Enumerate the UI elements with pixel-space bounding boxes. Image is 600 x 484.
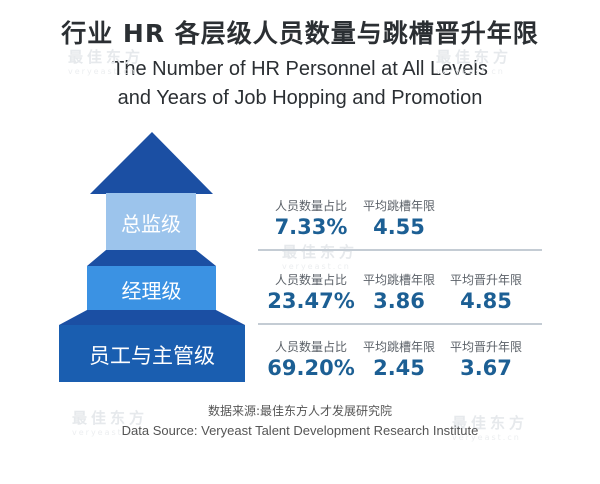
- metric-job-hopping: 平均跳槽年限 2.45: [362, 340, 435, 380]
- watermark-logo: 最佳东方 veryeast.cn: [72, 409, 149, 437]
- watermark-logo: 最佳东方 veryeast.cn: [282, 243, 359, 271]
- row-divider: [258, 323, 542, 325]
- metric-promotion: 平均晋升年限 4.85: [449, 273, 522, 313]
- step-2: [59, 310, 245, 325]
- arrow-head: [90, 132, 213, 194]
- metric-promotion: 平均晋升年限 3.67: [449, 340, 522, 380]
- metric-job-hopping: 平均跳槽年限 4.55: [362, 199, 435, 239]
- level-label-staff: 员工与主管级: [89, 344, 215, 368]
- metric-share: 人员数量占比 69.20%: [267, 340, 355, 380]
- chart-title-en-line2: and Years of Job Hopping and Promotion: [117, 87, 483, 109]
- level-box-bottom: [59, 325, 245, 382]
- metric-share: 人员数量占比 7.33%: [274, 199, 348, 239]
- level-box-middle: [87, 266, 216, 310]
- watermark-logo: 最佳东方 veryeast.cn: [436, 48, 513, 76]
- level-box-top: [106, 193, 196, 250]
- chart-title-en-line1: The Number of HR Personnel at All Levels: [112, 58, 488, 80]
- step-1: [87, 250, 216, 266]
- data-source-cn: 数据来源:最佳东方人才发展研究院: [207, 404, 393, 418]
- data-source-en: Data Source: Veryeast Talent Development…: [121, 423, 479, 438]
- metric-job-hopping: 平均跳槽年限 3.86: [362, 273, 435, 313]
- metric-share: 人员数量占比 23.47%: [267, 273, 355, 313]
- watermark-logo: 最佳东方 veryeast.cn: [68, 48, 145, 76]
- level-label-manager: 经理级: [121, 279, 182, 303]
- watermark-logo: 最佳东方 veryeast.cn: [452, 414, 529, 442]
- chart-title-cn: 行业 HR 各层级人员数量与跳槽晋升年限: [61, 19, 539, 48]
- level-label-director: 总监级: [121, 212, 181, 236]
- row-divider: [258, 249, 542, 251]
